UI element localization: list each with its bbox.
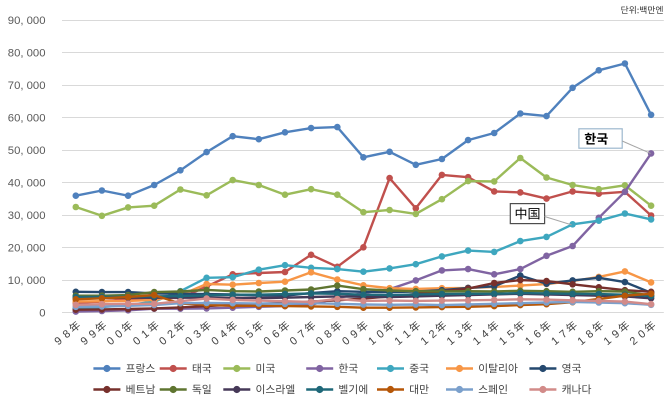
svg-text:80, 000: 80, 000 <box>8 48 46 60</box>
svg-text:30, 000: 30, 000 <box>8 210 46 222</box>
svg-text:70, 000: 70, 000 <box>8 80 46 92</box>
svg-text:60, 000: 60, 000 <box>8 113 46 125</box>
svg-text:20, 000: 20, 000 <box>8 243 46 255</box>
svg-text:90, 000: 90, 000 <box>8 15 46 27</box>
svg-text:40, 000: 40, 000 <box>8 178 46 190</box>
svg-text:10, 000: 10, 000 <box>8 275 46 287</box>
svg-text:0: 0 <box>39 308 45 320</box>
svg-text:50, 000: 50, 000 <box>8 145 46 157</box>
